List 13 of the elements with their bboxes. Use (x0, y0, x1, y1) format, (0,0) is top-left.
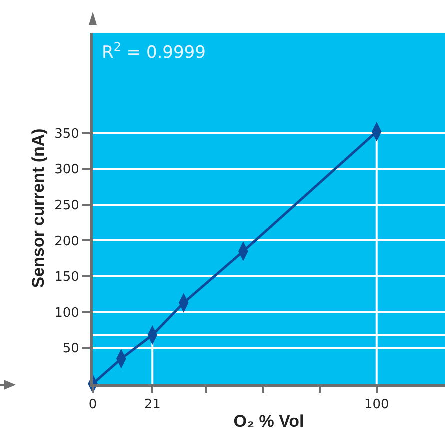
annotation: R$^{2}$ = 0.9999 (102, 40, 206, 64)
x-tick-label: 21 (144, 398, 161, 413)
y-axis-title: Sensor current (nA) (29, 128, 48, 288)
y-tick-label: 300 (54, 162, 80, 178)
y-tick-label: 350 (54, 126, 80, 142)
x-tick-label: 0 (88, 398, 98, 413)
x-axis-title: O₂ % Vol (234, 412, 304, 431)
y-tick-label: 100 (54, 306, 80, 321)
y-tick-label: 150 (54, 270, 80, 286)
y-tick-label: 200 (54, 234, 80, 250)
y-tick-label: 250 (54, 198, 80, 214)
y-tick-label: 50 (62, 342, 80, 357)
x-tick-label: 100 (364, 398, 390, 413)
